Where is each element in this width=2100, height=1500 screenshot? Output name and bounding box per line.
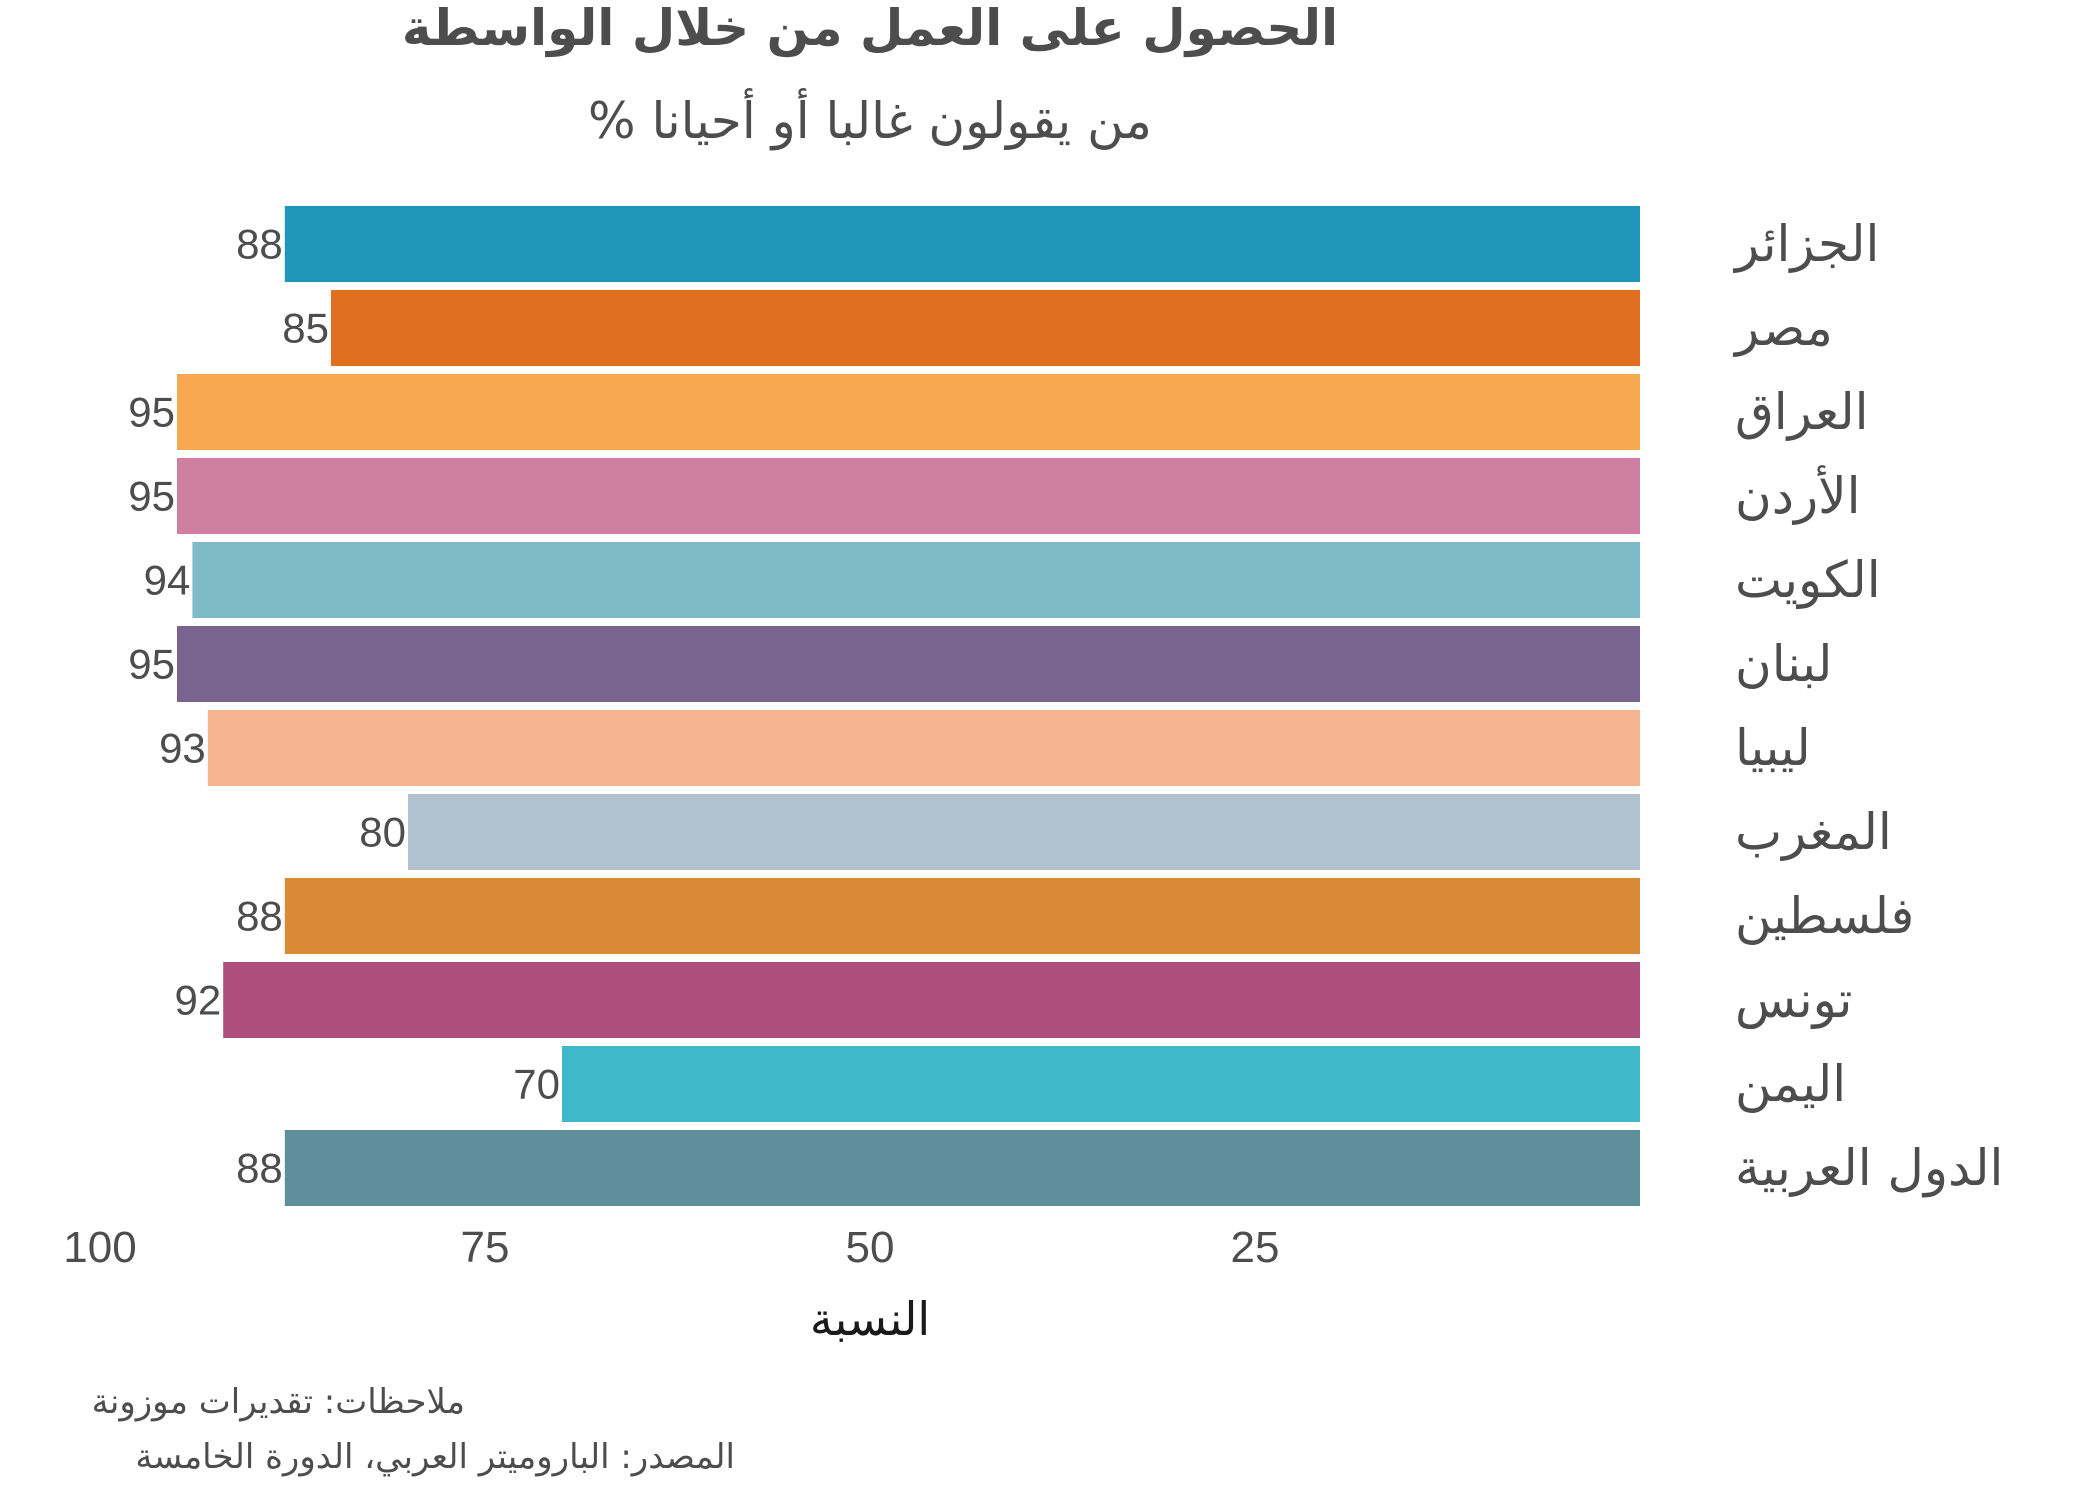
- bar-value-label: 88: [236, 893, 283, 940]
- bar-value-label: 85: [282, 305, 329, 352]
- category-label: مصر: [1732, 299, 1833, 357]
- x-tick-label: 100: [63, 1223, 136, 1272]
- x-axis-title: النسبة: [810, 1292, 930, 1346]
- bar-value-label: 95: [128, 389, 175, 436]
- bar-value-label: 93: [159, 725, 206, 772]
- chart-subtitle: % من يقولون غالبا أو أحيانا: [588, 88, 1152, 151]
- bar-value-label: 94: [144, 557, 191, 604]
- bar: [331, 290, 1640, 366]
- category-labels-group: الجزائر مصر العراق الأردن الكويت لبنان ليبيا ال…: [1732, 215, 2003, 1198]
- category-label: الأردن: [1735, 465, 1861, 525]
- value-labels-group: 88 85 95 95 94 95 93 80 88 92 70 88: [128, 221, 560, 1192]
- x-axis-ticks-group: 100 75 50 25: [63, 1223, 1279, 1272]
- category-label: اليمن: [1735, 1055, 1846, 1113]
- bar: [192, 542, 1640, 618]
- bar: [408, 794, 1640, 870]
- category-label: الدول العربية: [1735, 1139, 2003, 1198]
- bar-value-label: 70: [513, 1061, 560, 1108]
- category-label: لبنان: [1735, 635, 1832, 693]
- bars-group: [177, 206, 1641, 1206]
- x-tick-label: 75: [461, 1223, 510, 1272]
- x-tick-label: 50: [846, 1223, 895, 1272]
- bar-value-label: 95: [128, 641, 175, 688]
- bar: [284, 206, 1640, 282]
- category-label: الجزائر: [1732, 215, 1879, 273]
- bar: [207, 710, 1640, 786]
- bar: [284, 878, 1640, 954]
- chart-title: الحصول على العمل من خلال الواسطة: [402, 0, 1338, 58]
- bar: [223, 962, 1641, 1038]
- bar: [562, 1046, 1640, 1122]
- category-label: فلسطين: [1735, 887, 1914, 945]
- bar: [284, 1130, 1640, 1206]
- x-tick-label: 25: [1231, 1223, 1280, 1272]
- category-label: ليبيا: [1735, 719, 1811, 777]
- source-caption: المصدر: الباروميتر العربي، الدورة الخامس…: [135, 1437, 735, 1477]
- category-label: الكويت: [1735, 551, 1881, 609]
- category-label: تونس: [1735, 971, 1852, 1029]
- bar-value-label: 88: [236, 1145, 283, 1192]
- bar-value-label: 80: [359, 809, 406, 856]
- bar: [177, 374, 1640, 450]
- bar-value-label: 88: [236, 221, 283, 268]
- bar: [177, 626, 1640, 702]
- notes-caption: ملاحظات: تقديرات موزونة: [92, 1382, 465, 1422]
- category-label: المغرب: [1735, 803, 1892, 861]
- bar: [177, 458, 1640, 534]
- category-label: العراق: [1735, 383, 1869, 441]
- bar-value-label: 92: [174, 977, 221, 1024]
- bar-value-label: 95: [128, 473, 175, 520]
